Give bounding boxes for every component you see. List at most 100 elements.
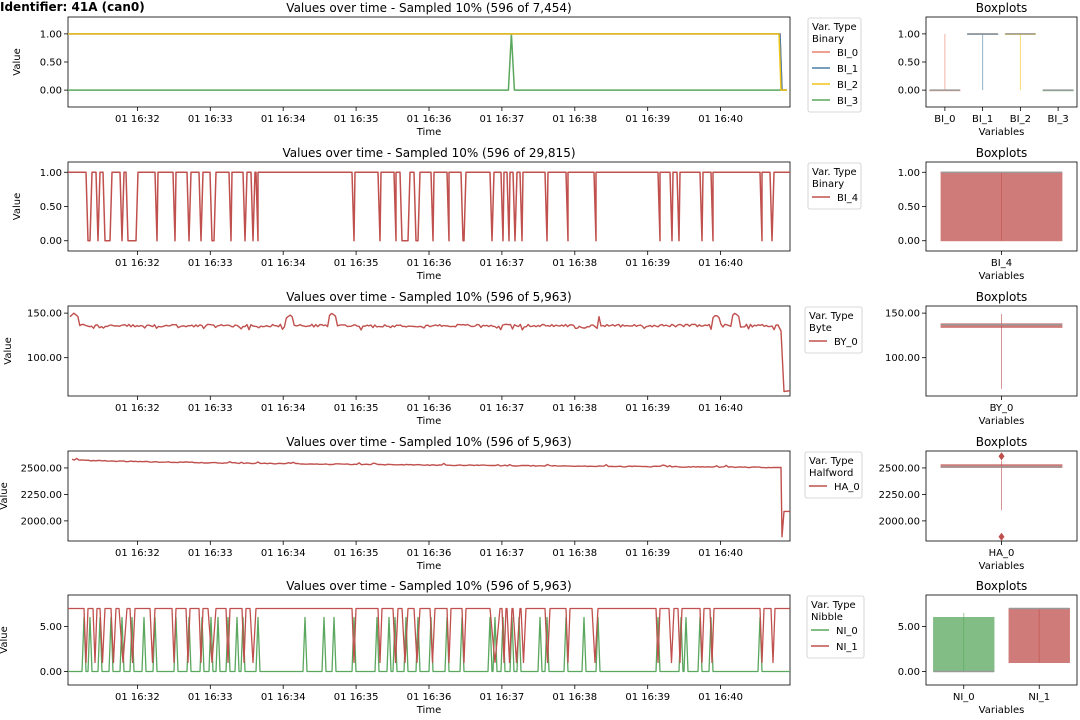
x-tick-label: 01 16:35 [334,258,379,269]
boxplot-xlabel: Variables [979,561,1025,572]
x-tick-label: 01 16:36 [407,114,452,125]
y-tick-label: 0.00 [40,86,62,97]
legend-label-NI_1: NI_1 [836,642,858,653]
outlier-HA_0 [998,532,1005,541]
x-tick-label: 01 16:37 [480,258,525,269]
y-tick-label: 2250.00 [879,490,920,501]
boxplot-3: Boxplots 2000.00 2250.00 2500.00 HA_0 Variabl… [879,435,1078,572]
series-BI_3 [68,33,787,91]
boxplot-frame [925,594,1078,686]
y-tick-label: 0.50 [40,202,62,213]
y-tick-label: 1.00 [40,168,62,179]
x-tick-label: 01 16:37 [480,548,525,559]
legend-title: Var. Type [812,22,857,33]
chart-title: Values over time - Sampled 10% (596 of 2… [282,146,575,160]
y-tick-label: 100.00 [27,353,62,364]
y-tick-label: 0.00 [40,667,62,678]
x-tick-label: 01 16:35 [334,692,379,703]
y-tick-label: 1.00 [898,168,920,179]
x-axis-label: Time [416,561,441,572]
y-tick-label: 100.00 [885,353,920,364]
legend-title: Var. Type [809,311,854,322]
x-axis-label: Time [416,127,441,138]
y-axis-label: Value [0,626,10,653]
legend-label-BI_2: BI_2 [837,80,858,91]
x-tick-label: 01 16:39 [625,403,670,414]
line-chart-2: Values over time - Sampled 10% (596 of 5… [3,290,863,427]
y-tick-label: 150.00 [27,309,62,320]
legend-subtitle: Binary [812,34,844,45]
x-tick-label: 01 16:39 [625,258,670,269]
x-tick-label: 01 16:38 [552,403,597,414]
y-tick-label: 2000.00 [21,516,62,527]
series-BI_4 [68,171,790,242]
axes-frame [67,305,791,397]
series-BI_1 [68,33,787,91]
category-label-BI_2: BI_2 [1010,114,1031,125]
x-tick-label: 01 16:39 [625,114,670,125]
boxplot-2: Boxplots 100.00 150.00 BY_0 Variables [885,290,1078,427]
series-BI_2 [68,33,787,91]
x-tick-label: 01 16:34 [261,114,306,125]
x-tick-label: 01 16:37 [480,692,525,703]
y-tick-label: 0.00 [898,236,920,247]
boxplot-frame [925,16,1078,108]
series-BI_0 [68,33,787,91]
boxplot-xlabel: Variables [979,416,1025,427]
legend-subtitle: Byte [809,323,832,334]
y-tick-label: 2500.00 [879,463,920,474]
x-tick-label: 01 16:36 [407,692,452,703]
chart-title: Values over time - Sampled 10% (596 of 5… [286,579,571,593]
x-tick-label: 01 16:34 [261,403,306,414]
line-chart-0: Values over time - Sampled 10% (596 of 7… [12,1,862,138]
x-axis-label: Time [416,705,441,716]
category-label-NI_0: NI_0 [953,692,975,703]
legend-subtitle: Nibble [811,612,843,623]
category-label-NI_1: NI_1 [1028,692,1050,703]
x-tick-label: 01 16:38 [552,258,597,269]
x-tick-label: 01 16:39 [625,692,670,703]
figure-title: Identifier: 41A (can0) [0,0,145,14]
boxplot-1: Boxplots 0.00 0.50 1.00 BI_4 Variables [898,146,1078,282]
x-axis-label: Time [416,416,441,427]
category-label-BI_4: BI_4 [991,258,1012,269]
x-tick-label: 01 16:40 [698,403,743,414]
series-BY_0 [69,312,791,393]
y-tick-label: 5.00 [40,622,62,633]
legend-subtitle: Binary [812,179,844,190]
legend-label-BI_3: BI_3 [837,96,858,107]
x-tick-label: 01 16:33 [188,692,233,703]
x-tick-label: 01 16:35 [334,114,379,125]
boxplot-title: Boxplots [976,290,1028,304]
chart-title: Values over time - Sampled 10% (596 of 5… [286,290,571,304]
legend-title: Var. Type [809,456,854,467]
y-tick-label: 5.00 [898,622,920,633]
category-label-BY_0: BY_0 [990,403,1014,414]
legend-label-BY_0: BY_0 [834,337,858,348]
boxplot-title: Boxplots [976,435,1028,449]
x-tick-label: 01 16:38 [552,114,597,125]
line-chart-1: Values over time - Sampled 10% (596 of 2… [12,146,862,282]
outlier-HA_0 [998,452,1005,461]
x-tick-label: 01 16:40 [698,114,743,125]
y-axis-label: Value [3,337,14,364]
y-tick-label: 150.00 [885,309,920,320]
x-tick-label: 01 16:40 [698,548,743,559]
x-tick-label: 01 16:33 [188,114,233,125]
x-tick-label: 01 16:32 [115,403,160,414]
legend-label-NI_0: NI_0 [836,626,858,637]
y-tick-label: 0.00 [898,86,920,97]
box-NI_0 [933,617,995,672]
legend-title: Var. Type [812,167,857,178]
y-axis-label: Value [12,193,23,220]
y-tick-label: 1.00 [898,29,920,40]
category-label-HA_0: HA_0 [989,548,1015,559]
boxplot-title: Boxplots [976,1,1028,15]
category-label-BI_1: BI_1 [972,114,993,125]
legend-box [807,17,862,113]
boxplot-xlabel: Variables [979,271,1025,282]
boxplot-xlabel: Variables [979,127,1025,138]
